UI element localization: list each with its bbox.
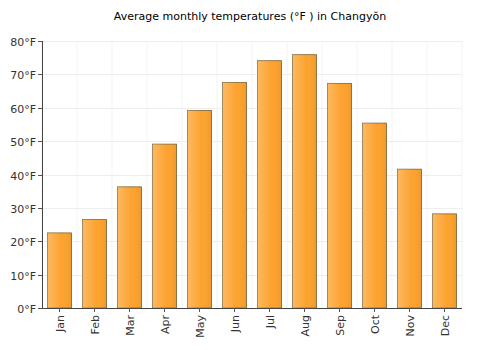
x-axis xyxy=(42,308,462,309)
x-tick-mark xyxy=(444,308,445,312)
grid-line-vertical xyxy=(462,41,463,308)
y-tick-label: 30°F xyxy=(10,203,36,216)
bar xyxy=(257,61,281,308)
bar-shade xyxy=(222,82,246,308)
x-tick-mark xyxy=(409,308,410,312)
grid-line-vertical xyxy=(392,41,393,308)
bar xyxy=(432,214,456,308)
x-tick-label: Aug xyxy=(299,315,312,336)
tick-mark xyxy=(38,108,42,109)
x-tick-mark xyxy=(129,308,130,312)
x-tick-mark xyxy=(339,308,340,312)
grid-line-vertical xyxy=(322,41,323,308)
x-tick-mark xyxy=(59,308,60,312)
y-tick-label: 50°F xyxy=(10,136,36,149)
x-tick-label: Dec xyxy=(439,315,452,336)
grid-line-vertical xyxy=(252,41,253,308)
x-tick-mark xyxy=(269,308,270,312)
y-axis xyxy=(42,41,43,308)
grid-line-vertical xyxy=(42,41,43,308)
y-tick-label: 60°F xyxy=(10,103,36,116)
tick-mark xyxy=(38,241,42,242)
bar-shade xyxy=(117,187,141,308)
grid-line xyxy=(42,308,462,309)
y-tick-label: 70°F xyxy=(10,69,36,82)
y-tick-label: 10°F xyxy=(10,270,36,283)
bar xyxy=(362,123,386,308)
x-tick-label: Apr xyxy=(159,315,172,335)
y-tick-label: 20°F xyxy=(10,236,36,249)
y-tick-label: 0°F xyxy=(17,303,36,316)
tick-mark xyxy=(38,275,42,276)
bar-shade xyxy=(327,83,351,308)
bar xyxy=(117,187,141,308)
bar-shade xyxy=(47,233,71,308)
x-tick-label: Nov xyxy=(404,315,417,337)
x-tick-mark xyxy=(234,308,235,312)
bar-shade xyxy=(397,169,421,308)
bar xyxy=(327,83,351,308)
tick-mark xyxy=(38,208,42,209)
bar-shade xyxy=(187,110,211,308)
bar xyxy=(292,55,316,308)
y-tick-label: 80°F xyxy=(10,36,36,49)
tick-mark xyxy=(38,74,42,75)
grid-line-vertical xyxy=(77,41,78,308)
x-tick-label: Mar xyxy=(124,315,137,336)
grid-line-vertical xyxy=(112,41,113,308)
chart: Average monthly temperatures (°F ) in Ch… xyxy=(0,0,500,350)
grid-line xyxy=(42,141,462,142)
bar xyxy=(82,220,106,308)
grid-line-vertical xyxy=(287,41,288,308)
grid-line-vertical xyxy=(147,41,148,308)
x-tick-label: Oct xyxy=(369,314,382,334)
grid-line-vertical xyxy=(182,41,183,308)
bar xyxy=(222,82,246,308)
grid-line xyxy=(42,74,462,75)
bar-shade xyxy=(362,123,386,308)
x-tick-mark xyxy=(199,308,200,312)
x-tick-label: Feb xyxy=(89,315,102,334)
x-tick-mark xyxy=(94,308,95,312)
x-tick-label: Jul xyxy=(264,315,277,329)
grid-line xyxy=(42,41,462,42)
title: Average monthly temperatures (°F ) in Ch… xyxy=(114,10,386,23)
bar xyxy=(47,233,71,308)
bar-shade xyxy=(257,61,281,308)
x-tick-label: Jan xyxy=(54,315,67,333)
bars xyxy=(47,55,456,308)
tick-mark xyxy=(38,308,42,309)
grid-line-vertical xyxy=(217,41,218,308)
bar-shade xyxy=(82,220,106,308)
x-tick-label: Sep xyxy=(334,315,347,336)
grid-line xyxy=(42,108,462,109)
x-tick-label: May xyxy=(194,315,207,338)
bar-shade xyxy=(432,214,456,308)
x-tick-label: Jun xyxy=(229,315,242,333)
x-tick-mark xyxy=(164,308,165,312)
tick-mark xyxy=(38,41,42,42)
bar xyxy=(187,110,211,308)
grid-line-vertical xyxy=(357,41,358,308)
y-tick-label: 40°F xyxy=(10,170,36,183)
tick-mark xyxy=(38,175,42,176)
bar xyxy=(152,144,176,308)
bar-shade xyxy=(292,55,316,308)
x-tick-mark xyxy=(374,308,375,312)
tick-mark xyxy=(38,141,42,142)
bar xyxy=(397,169,421,308)
bar-shade xyxy=(152,144,176,308)
x-tick-mark xyxy=(304,308,305,312)
grid-line-vertical xyxy=(427,41,428,308)
